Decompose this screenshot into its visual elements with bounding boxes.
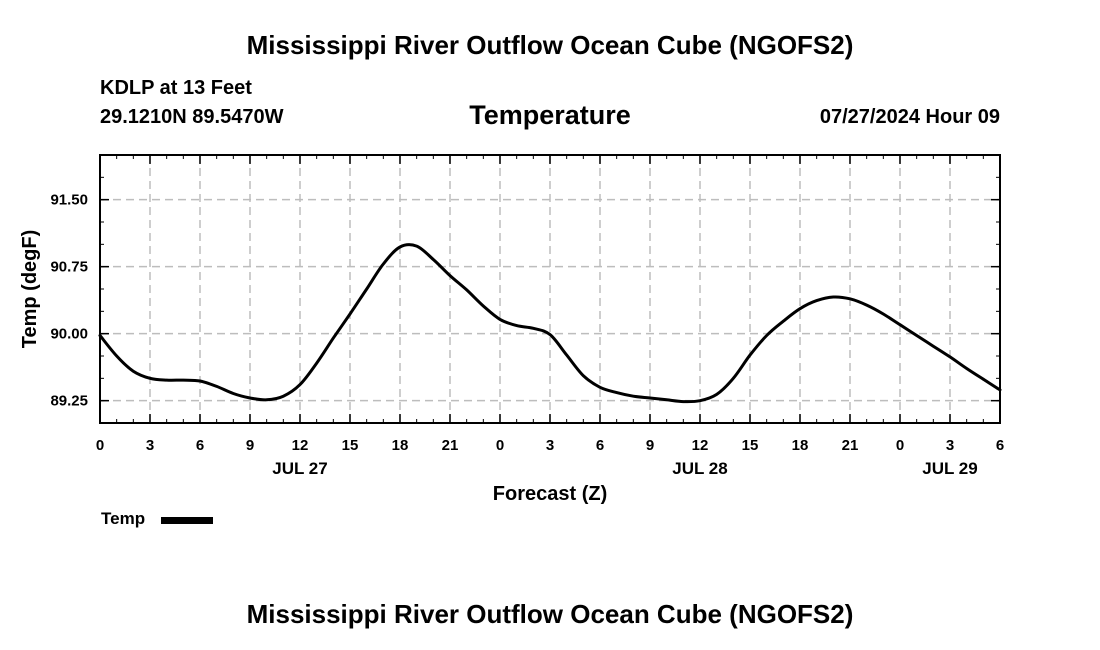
date-label: JUL 27 — [272, 459, 327, 478]
axis-ticks — [99, 154, 1001, 424]
grid-lines — [100, 155, 1000, 423]
date-label: JUL 29 — [922, 459, 977, 478]
y-tick-label: 90.00 — [50, 326, 88, 343]
x-axis-label: Forecast (Z) — [493, 483, 607, 505]
x-tick-label: 3 — [546, 437, 554, 454]
temp-series-line — [98, 243, 1002, 404]
x-tick-label: 12 — [692, 437, 709, 454]
x-tick-label: 21 — [842, 437, 859, 454]
x-tick-label: 9 — [246, 437, 254, 454]
x-tick-label: 18 — [792, 437, 809, 454]
x-tick-label: 3 — [946, 437, 954, 454]
x-tick-label: 21 — [442, 437, 459, 454]
main-title: Mississippi River Outflow Ocean Cube (NG… — [246, 30, 854, 60]
axis-tick-labels: 0 3 6 9 12 15 18 21 0 3 6 9 12 15 18 21 0 3 6 JUL 27 JUL 28 J… — [50, 192, 1004, 478]
y-tick-label: 89.25 — [50, 393, 88, 410]
y-axis-label: Temp (degF) — [19, 230, 41, 349]
x-tick-label: 3 — [146, 437, 154, 454]
y-tick-label: 90.75 — [50, 259, 88, 276]
x-tick-label: 12 — [292, 437, 309, 454]
x-tick-label: 0 — [496, 437, 504, 454]
x-tick-label: 9 — [646, 437, 654, 454]
x-tick-label: 6 — [196, 437, 204, 454]
date-label: JUL 28 — [672, 459, 727, 478]
x-tick-label: 6 — [996, 437, 1004, 454]
x-tick-label: 15 — [742, 437, 759, 454]
station-coordinates: 29.1210N 89.5470W — [100, 106, 284, 128]
y-tick-label: 91.50 — [50, 192, 88, 209]
station-label: KDLP at 13 Feet — [100, 77, 252, 99]
x-tick-label: 6 — [596, 437, 604, 454]
chart-subtitle: Temperature — [469, 100, 631, 130]
legend-line-swatch — [161, 517, 213, 524]
forecast-timestamp: 07/27/2024 Hour 09 — [819, 106, 1000, 128]
legend-label: Temp — [101, 509, 146, 528]
x-tick-label: 0 — [896, 437, 904, 454]
x-tick-label: 0 — [96, 437, 104, 454]
x-tick-label: 15 — [342, 437, 359, 454]
footer-title: Mississippi River Outflow Ocean Cube (NG… — [246, 599, 854, 629]
x-tick-label: 18 — [392, 437, 409, 454]
